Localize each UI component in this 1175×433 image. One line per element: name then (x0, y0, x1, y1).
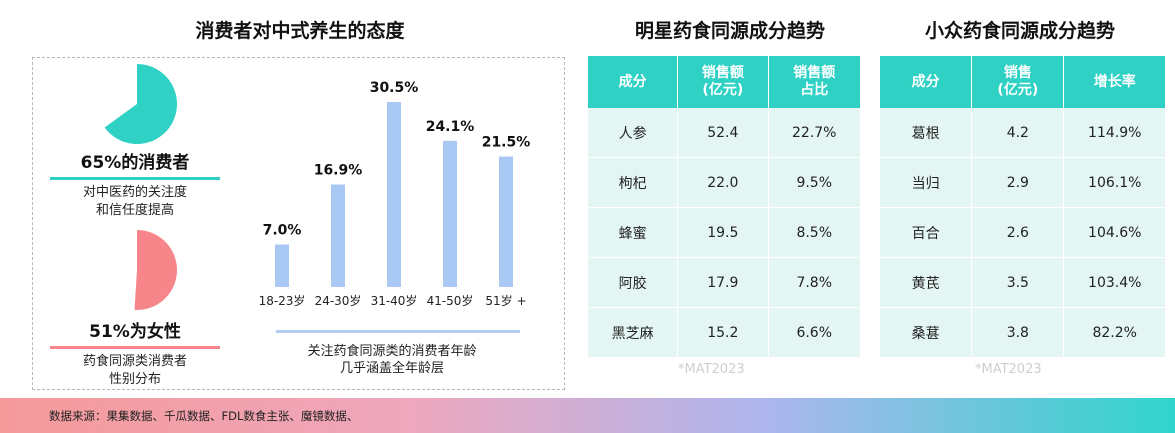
table-row: 桑葚 3.8 82.2% (880, 307, 1165, 357)
table-cell: 蜂蜜 (588, 207, 679, 257)
table2-header-growth-text: 增长率 (1093, 73, 1136, 90)
table1-header-share: 销售额 占比 (768, 56, 860, 108)
table-cell: 3.5 (972, 257, 1065, 307)
table-cell: 19.5 (678, 207, 769, 257)
table1-header-share-line2: 占比 (800, 82, 829, 98)
star-ingredient-table: 成分 销售额 (亿元) 销售额 占比 人参 52.4 22.7% 枸杞 22.0… (588, 56, 860, 357)
table1-header-ingredient: 成分 (588, 56, 679, 108)
age-bar-value-label: 24.1% (426, 119, 475, 135)
age-bar (275, 244, 289, 287)
table-cell: 3.8 (972, 307, 1065, 357)
table-cell: 52.4 (678, 108, 769, 157)
table1-header-sales: 销售额 (亿元) (678, 56, 769, 108)
table-cell: 17.9 (678, 257, 769, 307)
table-cell: 9.5% (768, 157, 860, 207)
table-cell: 104.6% (1064, 207, 1165, 257)
table2-header-text: 成分 (911, 73, 940, 90)
table-cell: 葛根 (880, 108, 973, 157)
table-cell: 人参 (588, 108, 679, 157)
age-bar-note-line2: 几乎涵盖全年龄层 (339, 361, 444, 376)
female-pie-chart (134, 230, 178, 310)
table-cell: 8.5% (768, 207, 860, 257)
table-cell: 106.1% (1064, 157, 1165, 207)
star-ingredient-title: 明星药食同源成分趋势 (634, 20, 825, 42)
table-row: 阿胶 17.9 7.8% (588, 257, 860, 307)
female-desc-line1: 药食同源类消费者 (82, 354, 187, 369)
table-cell: 2.9 (972, 157, 1065, 207)
female-stat: 51%为女性 药食同源类消费者 性别分布 (50, 317, 220, 389)
concern-desc-line2: 和信任度提高 (95, 203, 174, 218)
table-row: 葛根 4.2 114.9% (880, 108, 1165, 157)
table-row: 黄芪 3.5 103.4% (880, 257, 1165, 307)
table-cell: 103.4% (1064, 257, 1165, 307)
table-cell: 2.6 (972, 207, 1065, 257)
age-bar (331, 184, 345, 287)
table1-header-text: 成分 (618, 73, 647, 90)
concern-pie-slice (104, 64, 178, 144)
table-row: 百合 2.6 104.6% (880, 207, 1165, 257)
table-cell: 22.0 (678, 157, 769, 207)
age-tick-label: 24-30岁 (315, 293, 362, 308)
table-row: 人参 52.4 22.7% (588, 108, 860, 157)
attitude-title: 消费者对中式养生的态度 (195, 20, 405, 42)
data-source-text: 数据来源：果集数据、千瓜数据、FDL数食主张、魔镜数据、 (49, 409, 359, 423)
table2-header-sales-line2: (亿元) (997, 82, 1039, 98)
table1-header-share-line1: 销售额 (793, 65, 836, 81)
table2-header-sales-line1: 销售 (1003, 65, 1032, 81)
concern-headline: 65%的消费者 (80, 153, 190, 173)
age-bar-underline (276, 330, 520, 333)
table-cell: 82.2% (1064, 307, 1165, 357)
concern-pie-chart (104, 64, 178, 144)
female-pie-slice (134, 230, 178, 310)
age-bar-value-label: 30.5% (370, 80, 419, 96)
table-cell: 22.7% (768, 108, 860, 157)
table-cell: 6.6% (768, 307, 860, 357)
table-row: 当归 2.9 106.1% (880, 157, 1165, 207)
age-bar (387, 102, 401, 287)
niche-ingredient-title: 小众药食同源成分趋势 (924, 20, 1115, 42)
table-row: 黑芝麻 15.2 6.6% (588, 307, 860, 357)
age-bar (499, 156, 513, 287)
table2-header-sales: 销售 (亿元) (972, 56, 1065, 108)
age-tick-label: 31-40岁 (371, 293, 418, 308)
age-tick-label: 51岁 + (485, 293, 526, 308)
table-cell: 7.8% (768, 257, 860, 307)
table-cell: 当归 (880, 157, 973, 207)
female-headline: 51%为女性 (89, 322, 181, 342)
table-cell: 15.2 (678, 307, 769, 357)
table1-header-sales-line1: 销售额 (701, 65, 744, 81)
age-bar-note-line1: 关注药食同源类的消费者年龄 (307, 344, 477, 359)
table-cell: 桑葚 (880, 307, 973, 357)
table-cell: 阿胶 (588, 257, 679, 307)
table-cell: 4.2 (972, 108, 1065, 157)
table-cell: 百合 (880, 207, 973, 257)
table1-footnote: *MAT2023 (678, 362, 745, 377)
age-bar-value-label: 7.0% (263, 223, 302, 239)
table-cell: 黄芪 (880, 257, 973, 307)
concern-desc-line1: 对中医药的关注度 (82, 185, 187, 200)
niche-ingredient-table: 成分 销售 (亿元) 增长率 葛根 4.2 114.9% 当归 2.9 106.… (880, 56, 1165, 357)
age-tick-label: 41-50岁 (427, 293, 474, 308)
attitude-panel (32, 57, 565, 390)
age-bar-value-label: 21.5% (482, 135, 531, 151)
female-divider (50, 346, 220, 349)
age-bar (443, 140, 457, 287)
table2-footnote: *MAT2023 (975, 362, 1042, 377)
table2-header-growth: 增长率 (1064, 56, 1165, 108)
table-row: 枸杞 22.0 9.5% (588, 157, 860, 207)
age-bar-chart: 7.0% 18-23岁 16.9% 24-30岁 30.5% 31-40岁 24.1% 41-… (259, 80, 531, 333)
female-desc-line2: 性别分布 (108, 372, 161, 387)
age-tick-label: 18-23岁 (259, 293, 306, 308)
age-bar-value-label: 16.9% (314, 162, 363, 178)
concern-divider (50, 177, 220, 180)
age-bar-note: 关注药食同源类的消费者年龄 几乎涵盖全年龄层 (262, 343, 522, 377)
table-cell: 114.9% (1064, 108, 1165, 157)
table-row: 蜂蜜 19.5 8.5% (588, 207, 860, 257)
table-cell: 黑芝麻 (588, 307, 679, 357)
table1-header-sales-line2: (亿元) (702, 82, 744, 98)
source-footer: 数据来源：果集数据、千瓜数据、FDL数食主张、魔镜数据、 (0, 398, 1175, 433)
concern-stat: 65%的消费者 对中医药的关注度 和信任度提高 (50, 148, 220, 220)
table2-header-ingredient: 成分 (880, 56, 973, 108)
table-cell: 枸杞 (588, 157, 679, 207)
